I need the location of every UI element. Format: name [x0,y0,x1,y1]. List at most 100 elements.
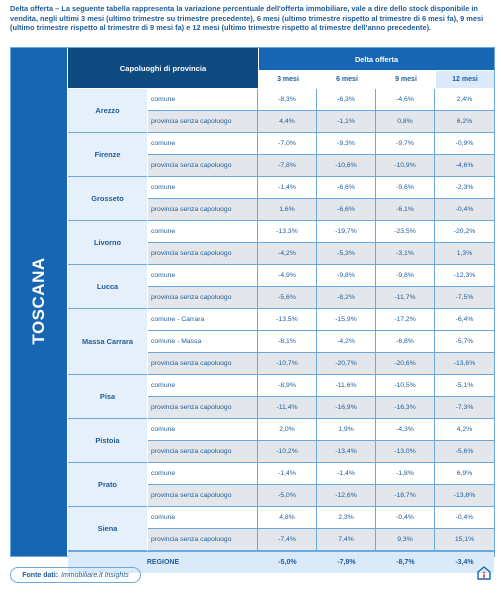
value-cell: -7,0% [258,133,317,154]
value-cell: -13,0% [376,441,435,462]
regione-value-6m: -7,8% [337,559,356,566]
delta-header: Delta offerta [259,48,494,70]
table-row: comune -8,3% -6,3% -4,6% 2,4% [148,89,494,111]
city-label: Siena [68,507,147,551]
value-cell: -11,4% [258,397,317,418]
value-cell: -10,6% [317,155,376,176]
value-cell: -0,4% [455,206,474,213]
regione-label: REGIONE [146,559,180,566]
city-label: Firenze [68,133,147,177]
value-cell: -1,4% [258,177,317,198]
value-cell: -13,8% [453,492,476,499]
source-value: Immobiliare.it Insights [61,571,129,579]
table-row: comune -4,9% -9,8% -9,8% -12,3% [148,265,494,287]
value-cell: -8,1% [258,331,317,352]
table-row: comune - Massa -8,1% -4,2% -6,8% -5,7% [148,331,494,353]
intro-text: Delta offerta – La seguente tabella rapp… [10,4,484,33]
value-cell: -0,4% [376,507,435,528]
value-cell: -4,6% [455,162,474,169]
row-type: comune [148,507,258,528]
regione-row: REGIONE -5,0% -7,8% -8,7% -3,4% [68,551,494,573]
row-type: provincia senza capoluogo [148,287,258,308]
value-cell: 2,0% [258,419,317,440]
value-cell: -13,5% [258,309,317,330]
value-cell: -6,6% [317,199,376,220]
row-type: provincia senza capoluogo [148,155,258,176]
value-cell: -19,7% [317,221,376,242]
regione-value-9m: -8,7% [396,559,415,566]
value-cell: 6,2% [456,118,473,125]
regione-value-3m: -5,0% [278,559,297,566]
value-cell: -6,8% [376,331,435,352]
value-cell: -6,6% [317,177,376,198]
immobiliare-logo-icon [477,566,491,580]
value-cell: -0,9% [455,140,474,147]
value-cell: -20,6% [376,353,435,374]
table-row: comune - Carrara -13,5% -15,9% -17,2% -6,4% [148,309,494,331]
row-type: provincia senza capoluogo [148,111,258,132]
value-cell: -5,1% [455,382,474,389]
value-cell: -4,3% [376,419,435,440]
value-cell: -7,4% [258,529,317,550]
value-cell: -20,2% [453,228,476,235]
row-type: comune [148,419,258,440]
value-cell: -6,1% [376,199,435,220]
value-cell: -4,2% [258,243,317,264]
value-cell: 0,8% [376,111,435,132]
value-cell: -7,5% [455,294,474,301]
row-type: provincia senza capoluogo [148,243,258,264]
period-header-6m: 6 mesi [318,71,376,88]
period-header-3m: 3 mesi [259,71,317,88]
row-type: comune [148,133,258,154]
value-cell: -13,6% [453,360,476,367]
table-row: provincia senza capoluogo -7,8% -10,6% -10,… [148,155,494,177]
row-type: comune [148,265,258,286]
value-cell: 6,9% [456,470,473,477]
table-row: comune -13,3% -19,7% -23,5% -20,2% [148,221,494,243]
value-cell: -4,9% [258,265,317,286]
row-type: comune - Massa [148,331,258,352]
value-cell: -15,9% [317,309,376,330]
province-column-header: Capoluoghi di provincia [68,48,258,88]
value-cell: -6,3% [317,89,376,110]
value-cell: -23,5% [376,221,435,242]
table-row: provincia senza capoluogo -7,4% 7,4% 9,3% 15… [148,529,494,551]
data-table: TOSCANA Capoluoghi di provincia Delta of… [10,47,495,573]
city-label: Grosseto [68,177,147,221]
value-cell: 2,3% [317,507,376,528]
value-cell: 4,8% [258,507,317,528]
source-label: Fonte dati: [22,571,59,579]
value-cell: 1,3% [456,250,473,257]
row-type: comune [148,89,258,110]
table-row: comune -7,0% -9,3% -9,7% -0,9% [148,133,494,155]
value-cell: -10,5% [376,375,435,396]
value-cell: -1,4% [258,463,317,484]
city-label: Pistoia [68,419,147,463]
value-cell: -1,8% [376,463,435,484]
row-type: provincia senza capoluogo [148,529,258,550]
region-column: TOSCANA [11,48,67,556]
region-label: TOSCANA [29,257,48,345]
regione-value-12m: -3,4% [455,559,474,566]
value-cell: -8,9% [258,375,317,396]
value-cell: -12,3% [453,272,476,279]
table-row: comune 2,0% 1,9% -4,3% 4,2% [148,419,494,441]
value-cell: 1,6% [258,199,317,220]
value-cell: -9,6% [376,177,435,198]
row-type: provincia senza capoluogo [148,441,258,462]
value-cell: -4,2% [317,331,376,352]
value-cell: -17,2% [376,309,435,330]
row-type: comune [148,375,258,396]
city-label: Prato [68,463,147,507]
value-cell: 2,4% [456,96,473,103]
value-cell: -11,6% [317,375,376,396]
value-cell: -12,6% [317,485,376,506]
row-type: comune - Carrara [148,309,258,330]
value-cell: -8,3% [258,89,317,110]
value-cell: -1,4% [317,463,376,484]
city-label: Lucca [68,265,147,309]
value-cell: -9,3% [317,133,376,154]
table-row: provincia senza capoluogo -10,7% -20,7% -20… [148,353,494,375]
value-cell: -8,2% [317,287,376,308]
row-type: comune [148,463,258,484]
